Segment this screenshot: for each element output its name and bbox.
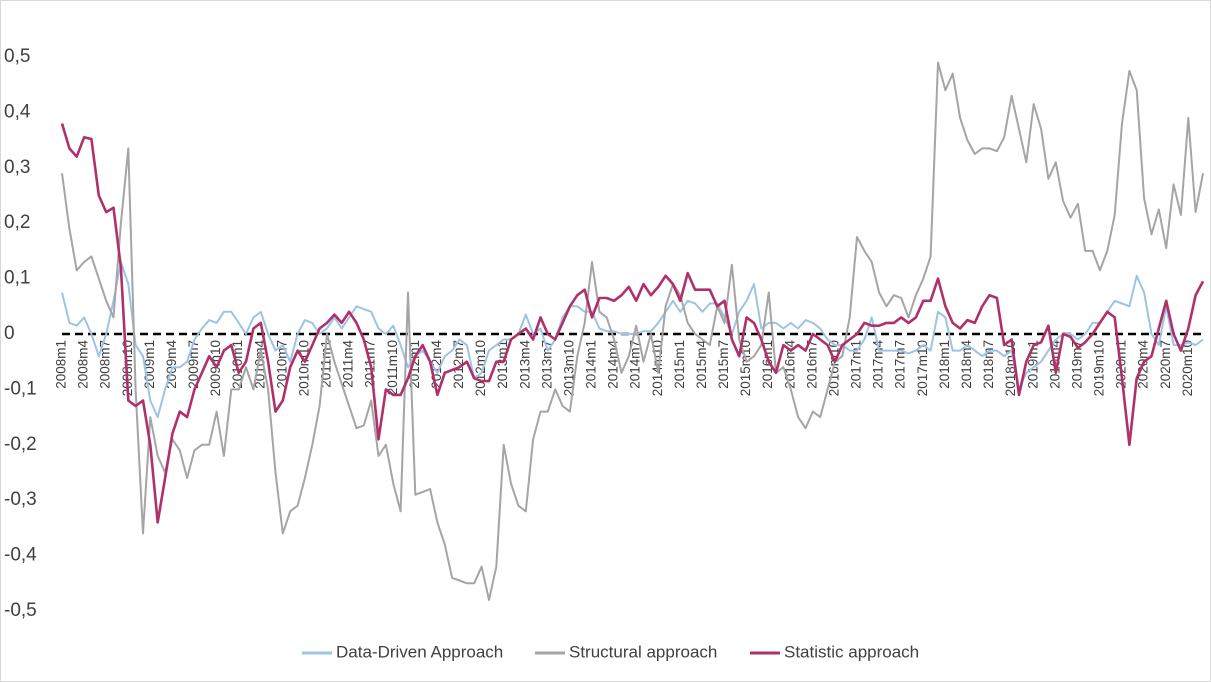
- x-tick-label: 2011m10: [385, 340, 400, 395]
- legend-label: Structural approach: [569, 642, 717, 661]
- x-tick-label: 2019m10: [1092, 340, 1107, 396]
- y-tick-label: 0: [4, 323, 15, 344]
- series-line: [60, 123, 1205, 524]
- x-tick-label: 2020m10: [1180, 340, 1195, 396]
- x-tick-label: 2018m7: [981, 340, 996, 389]
- x-tick-label: 2011m4: [341, 340, 356, 388]
- x-tick-label: 2015m4: [694, 340, 709, 389]
- legend-label: Data-Driven Approach: [336, 642, 503, 661]
- series-line: [61, 61, 1204, 601]
- x-tick-label: 2017m10: [915, 340, 930, 396]
- x-tick-label: 2017m4: [871, 340, 886, 389]
- x-tick-label: 2014m4: [606, 340, 621, 389]
- x-tick-label: 2018m4: [959, 340, 974, 389]
- x-tick-label: 2012m10: [473, 340, 488, 396]
- y-tick-label: -0,1: [4, 378, 37, 399]
- x-tick-label: 2017m7: [893, 340, 908, 389]
- x-tick-label: 2009m10: [208, 340, 223, 396]
- y-tick-label: -0,3: [4, 489, 37, 510]
- x-tick-label: 2012m7: [451, 340, 466, 389]
- y-tick-label: -0,4: [4, 545, 37, 566]
- x-tick-label: 2016m1: [760, 340, 775, 389]
- y-tick-label: 0,1: [4, 268, 30, 289]
- x-tick-label: 2015m1: [672, 340, 687, 389]
- x-tick-label: 2008m4: [76, 340, 91, 389]
- x-tick-label: 2016m7: [804, 340, 819, 389]
- x-tick-label: 2014m1: [584, 340, 599, 389]
- x-tick-label: 2013m10: [561, 340, 576, 396]
- y-tick-label: -0,5: [4, 600, 37, 621]
- x-tick-label: 2015m10: [738, 340, 753, 396]
- x-tick-label: 2018m1: [937, 340, 952, 389]
- x-tick-label: 2008m7: [98, 340, 113, 389]
- x-tick-label: 2015m7: [716, 340, 731, 389]
- x-tick-label: 2019m7: [1069, 340, 1084, 389]
- x-tick-label: 2017m1: [849, 340, 864, 389]
- x-tick-label: 2008m1: [54, 340, 69, 389]
- x-tick-label: 2010m10: [296, 340, 311, 396]
- y-tick-label: 0,5: [4, 46, 30, 67]
- y-tick-label: 0,3: [4, 157, 30, 178]
- y-tick-label: 0,4: [4, 101, 31, 122]
- legend-label: Statistic approach: [784, 642, 919, 661]
- x-tick-label: 2009m4: [164, 340, 179, 389]
- y-tick-label: 0,2: [4, 212, 30, 233]
- x-tick-label: 2013m4: [517, 340, 532, 389]
- y-tick-label: -0,2: [4, 434, 37, 455]
- x-tick-label: 2019m1: [1025, 340, 1040, 389]
- x-tick-label: 2020m7: [1158, 340, 1173, 389]
- x-tick-label: 2013m7: [539, 340, 554, 389]
- x-tick-label: 2014m7: [628, 340, 643, 389]
